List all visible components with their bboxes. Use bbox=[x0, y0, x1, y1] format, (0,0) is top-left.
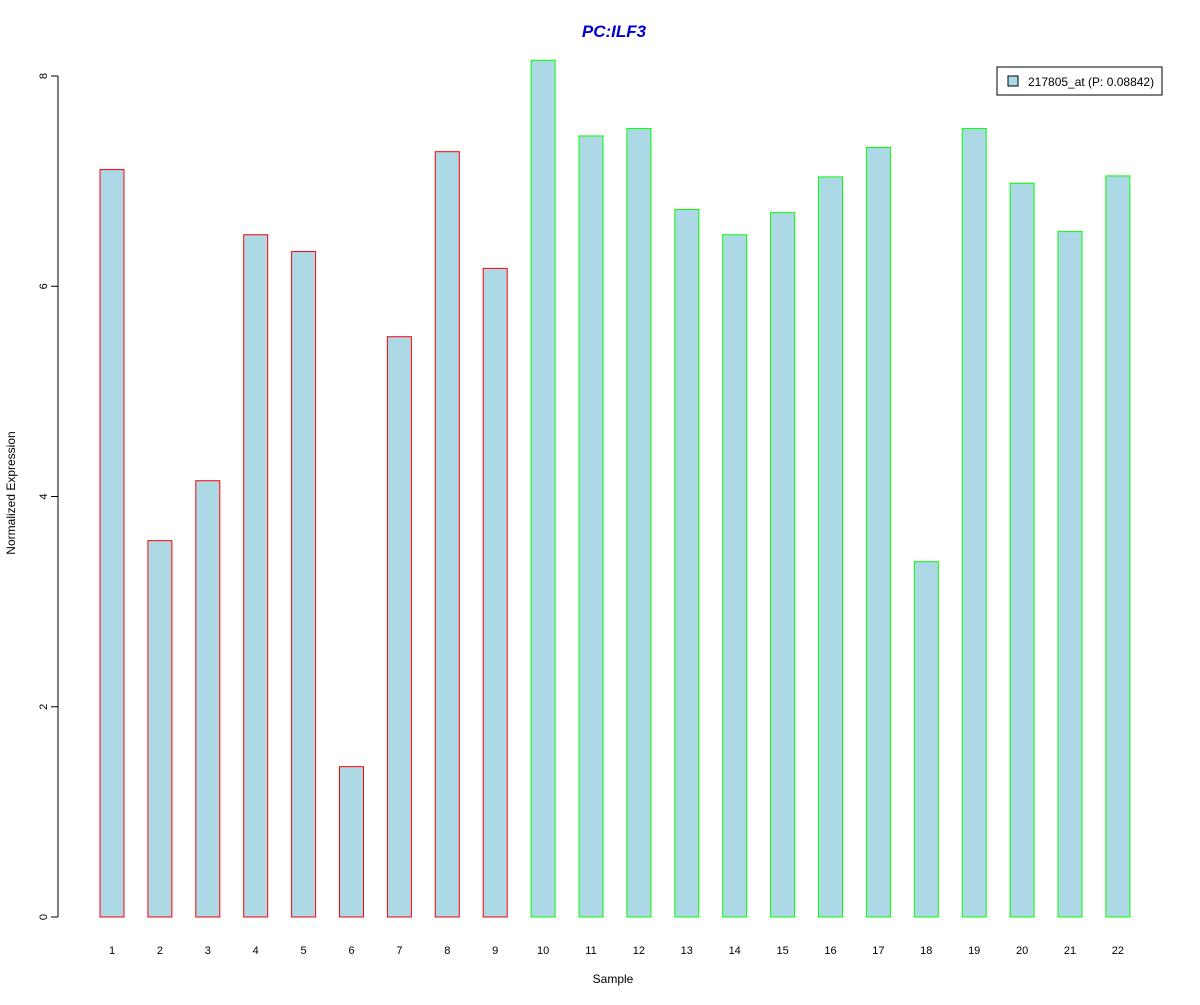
bar bbox=[243, 234, 269, 918]
bar bbox=[386, 336, 412, 918]
x-tick-label: 14 bbox=[729, 945, 741, 957]
bar bbox=[722, 234, 748, 918]
x-tick-label: 11 bbox=[585, 945, 596, 957]
x-tick-label: 17 bbox=[872, 945, 884, 957]
legend: 217805_at (P: 0.08842) bbox=[996, 66, 1163, 96]
bar bbox=[339, 766, 364, 918]
x-tick-label: 16 bbox=[824, 945, 836, 957]
bar bbox=[626, 128, 652, 918]
x-tick-label: 15 bbox=[776, 945, 788, 957]
x-tick-label: 21 bbox=[1064, 945, 1076, 957]
bar bbox=[1009, 182, 1035, 918]
bar bbox=[434, 151, 460, 918]
x-tick-label: 5 bbox=[301, 945, 307, 957]
x-tick-label: 9 bbox=[492, 945, 498, 957]
bar bbox=[291, 251, 317, 918]
x-tick-label: 4 bbox=[253, 945, 259, 957]
bar bbox=[770, 212, 796, 918]
bar bbox=[818, 176, 843, 918]
y-tick-label: 6 bbox=[38, 283, 50, 289]
chart-title: PC:ILF3 bbox=[582, 22, 647, 41]
legend-swatch bbox=[1007, 75, 1019, 87]
y-tick-label: 8 bbox=[38, 73, 50, 79]
x-tick-label: 22 bbox=[1112, 945, 1124, 957]
legend-label: 217805_at (P: 0.08842) bbox=[1028, 75, 1154, 89]
x-tick-labels: 1 2 3 4 5 6 7 8 9 10 11 12 13 14 15 16 17 18 19 20 21 22 bbox=[109, 945, 1124, 957]
bar bbox=[530, 59, 556, 918]
x-tick-label: 12 bbox=[633, 945, 645, 957]
x-tick-label: 20 bbox=[1016, 945, 1028, 957]
y-tick-label: 2 bbox=[38, 704, 50, 710]
x-tick-label: 3 bbox=[205, 945, 211, 957]
x-tick-label: 2 bbox=[157, 945, 163, 957]
x-tick-label: 1 bbox=[109, 945, 115, 957]
x-tick-label: 6 bbox=[348, 945, 354, 957]
y-axis-label: Normalized Expression bbox=[4, 431, 18, 554]
bar bbox=[482, 267, 508, 918]
x-tick-label: 7 bbox=[396, 945, 402, 957]
bar bbox=[1105, 175, 1131, 918]
bar bbox=[578, 135, 604, 918]
bar bbox=[913, 561, 939, 918]
bar bbox=[99, 169, 125, 918]
x-tick-label: 13 bbox=[681, 945, 693, 957]
x-tick-label: 19 bbox=[968, 945, 980, 957]
bar bbox=[1057, 231, 1083, 918]
y-axis: 0 2 4 6 8 bbox=[38, 73, 59, 920]
bar bbox=[961, 128, 987, 918]
y-tick-label: 0 bbox=[38, 914, 50, 920]
bar bbox=[674, 209, 700, 918]
bar bbox=[865, 146, 891, 918]
bars bbox=[99, 59, 1131, 918]
x-axis-label: Sample bbox=[593, 972, 634, 986]
x-tick-label: 8 bbox=[444, 945, 450, 957]
x-tick-label: 10 bbox=[537, 945, 549, 957]
y-tick-label: 4 bbox=[38, 493, 50, 499]
bar bbox=[147, 540, 173, 918]
bar bbox=[195, 480, 221, 918]
x-tick-label: 18 bbox=[920, 945, 932, 957]
legend-box bbox=[996, 66, 1163, 96]
